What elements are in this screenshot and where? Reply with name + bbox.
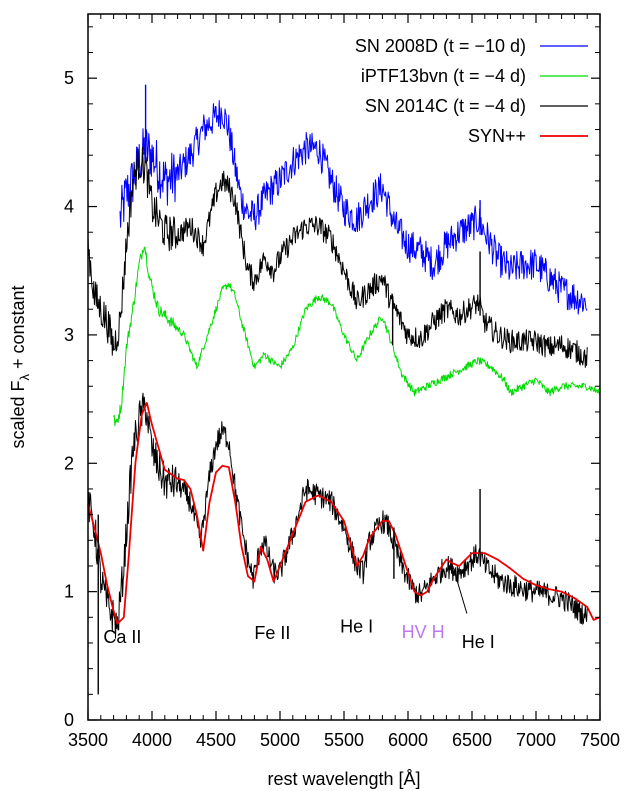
legend-label-1: iPTF13bvn (t = −4 d) [361,66,526,86]
annotation-2: He I [340,617,373,637]
x-tick-label: 4000 [132,730,172,750]
x-axis-title: rest wavelength [Å] [267,769,420,789]
annotation-1: Fe II [254,623,290,643]
annotation-4: He I [462,632,495,652]
legend-label-0: SN 2008D (t = −10 d) [355,36,526,56]
annotations: Ca II Fe II He I HV H He I [103,565,495,652]
annotation-pointer [452,565,468,614]
x-tick-label: 5000 [260,730,300,750]
plot-frame [87,13,601,721]
x-tick-label: 6000 [388,730,428,750]
series-line-0 [119,100,588,315]
y-axis-title-rest: + constant [8,285,28,374]
annotation-0: Ca II [103,627,141,647]
annotation-3: HV H [402,622,445,642]
x-tick-label: 7500 [580,730,620,750]
legend: SN 2008D (t = −10 d) iPTF13bvn (t = −4 d)… [355,36,588,146]
y-tick-label: 0 [64,710,74,730]
x-tick-label: 3500 [68,730,108,750]
x-tick-label: 7000 [516,730,556,750]
x-tick-label: 6500 [452,730,492,750]
y-tick-label: 1 [64,582,74,602]
narrow-emission-lines [97,84,481,695]
axis-ticks: 3500 4000 4500 5000 5500 6000 6500 7000 7500 0 1 2 3… [64,14,620,750]
y-tick-label: 5 [64,68,74,88]
series-line-3 [87,392,588,639]
series-line-2 [87,147,588,368]
x-tick-label: 5500 [324,730,364,750]
y-tick-label: 2 [64,453,74,473]
y-axis-title-subscript: λ [17,374,32,381]
legend-label-2: SN 2014C (t = −4 d) [365,96,526,116]
series-layer [87,100,601,639]
y-axis-title: scaled Fλ + constant [8,285,32,448]
series-line-4 [87,402,601,625]
y-tick-label: 3 [64,325,74,345]
y-axis-title-main: scaled F [8,381,28,449]
x-tick-label: 4500 [196,730,236,750]
y-tick-label: 4 [64,197,74,217]
series-line-1 [113,246,601,427]
legend-label-3: SYN++ [468,126,526,146]
